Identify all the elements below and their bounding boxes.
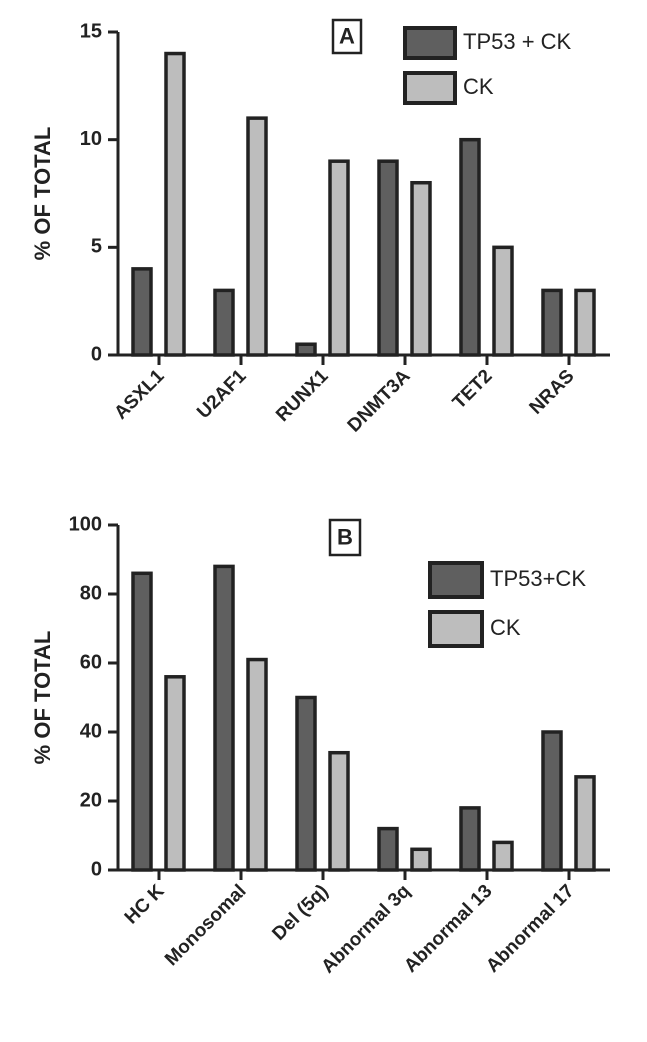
- bar: [574, 775, 596, 872]
- y-tick-label: 5: [91, 236, 102, 258]
- bar: [131, 571, 153, 872]
- y-tick-label: 100: [69, 513, 102, 535]
- bar: [295, 342, 317, 357]
- bar: [492, 245, 514, 357]
- panel-label: B: [337, 524, 353, 549]
- bar: [574, 288, 596, 357]
- x-tick-label: Del (5q): [268, 881, 332, 945]
- x-tick-label: ASXL1: [110, 365, 168, 423]
- x-tick-label: RUNX1: [272, 365, 333, 426]
- y-tick-label: 40: [80, 720, 102, 742]
- x-tick-label: TET2: [449, 366, 497, 414]
- bar: [213, 288, 235, 357]
- panel-box: [331, 18, 363, 55]
- bar: [541, 288, 563, 357]
- bar: [246, 657, 268, 872]
- x-tick-label: Monosomal: [161, 881, 250, 970]
- y-tick-label: 60: [80, 651, 102, 673]
- legend-label: CK: [490, 615, 521, 640]
- legend-swatch: [428, 561, 484, 599]
- x-tick-label: Abnormal 17: [482, 881, 578, 977]
- bar: [328, 750, 350, 872]
- bar: [164, 675, 186, 872]
- x-tick-label: U2AF1: [193, 365, 251, 423]
- x-tick-label: HC K: [121, 880, 169, 928]
- bar: [246, 116, 268, 357]
- y-axis-label: % OF TOTAL: [30, 631, 55, 765]
- legend-label: TP53 + CK: [463, 29, 572, 54]
- bar: [410, 847, 432, 872]
- bar: [164, 51, 186, 357]
- legend-label: TP53+CK: [490, 566, 586, 591]
- bar: [459, 137, 481, 357]
- bar: [459, 806, 481, 872]
- x-tick-label: NRAS: [526, 366, 579, 419]
- bar: [131, 267, 153, 357]
- x-tick-label: DNMT3A: [344, 365, 415, 436]
- panel-label: A: [339, 23, 355, 48]
- bar: [213, 564, 235, 872]
- y-axis-label: % OF TOTAL: [30, 127, 55, 261]
- y-tick-label: 0: [91, 343, 102, 365]
- bar: [541, 730, 563, 872]
- legend-swatch: [403, 26, 457, 60]
- bar: [328, 159, 350, 357]
- legend-swatch: [403, 71, 457, 105]
- panel-box: [328, 518, 362, 557]
- y-tick-label: 80: [80, 582, 102, 604]
- legend-swatch: [428, 610, 484, 648]
- bar: [492, 840, 514, 872]
- y-tick-label: 20: [80, 789, 102, 811]
- y-tick-label: 10: [80, 128, 102, 150]
- y-tick-label: 15: [80, 20, 102, 42]
- bar: [410, 180, 432, 357]
- bar: [377, 159, 399, 357]
- bar: [295, 695, 317, 872]
- legend-label: CK: [463, 74, 494, 99]
- bar: [377, 826, 399, 872]
- y-tick-label: 0: [91, 858, 102, 880]
